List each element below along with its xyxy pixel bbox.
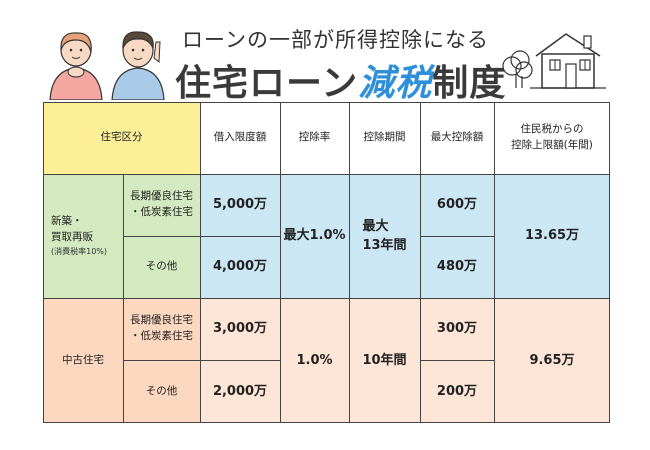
- new-period-line2: 13年間: [362, 238, 407, 253]
- new-resident: 13.65万: [524, 228, 580, 244]
- grid-line: [420, 102, 421, 423]
- new-max1: 600万: [436, 197, 478, 213]
- new-label-line2: 買取再販: [51, 231, 93, 243]
- grid-line: [280, 102, 281, 423]
- new-max2: 480万: [436, 259, 478, 275]
- new-limit2: 4,000万: [212, 259, 268, 275]
- grid-line: [420, 360, 494, 361]
- new-label-cell: 新築・ 買取再販 (消費税率10%): [43, 174, 123, 298]
- new-sub2: その他: [145, 260, 178, 273]
- title-part2: 制度: [432, 63, 507, 104]
- header-subtitle: ローンの一部が所得控除になる: [182, 28, 489, 52]
- grid-line: [43, 102, 44, 423]
- house-illustration: [502, 33, 606, 89]
- new-period: 最大 13年間: [349, 174, 420, 298]
- grid-line: [609, 102, 610, 423]
- header: ローンの一部が所得控除になる 住宅ローン減税制度: [0, 0, 650, 104]
- header-max-deduction: 最大控除額: [430, 131, 484, 144]
- grid-line: [43, 174, 610, 175]
- new-sub1: 長期優良住宅 ・低炭素住宅: [123, 174, 200, 236]
- used-period: 10年間: [362, 352, 407, 368]
- used-resident: 9.65万: [529, 352, 575, 368]
- used-max1: 300万: [436, 321, 478, 337]
- new-label-note: (消費税率10%): [51, 246, 108, 256]
- header-row-bg: [200, 102, 610, 174]
- grid-line: [123, 236, 280, 237]
- header-resident-line2: 控除上限額(年間): [511, 139, 593, 151]
- new-sub1-line1: 長期優良住宅: [130, 190, 193, 203]
- deduction-table: 住宅区分 新築・ 買取再販 (消費税率10%) 借入限度額 控除率 控除期間 最…: [43, 102, 610, 423]
- header-borrow-limit: 借入限度額: [213, 131, 267, 144]
- grid-line: [123, 174, 124, 423]
- used-sub2: その他: [145, 384, 178, 397]
- used-limit1: 3,000万: [212, 321, 268, 337]
- header-title: 住宅ローン減税制度: [175, 54, 506, 106]
- people-illustration: [49, 31, 165, 100]
- used-sub1: 長期優良住宅 ・低炭素住宅: [123, 298, 200, 360]
- new-limit1: 5,000万: [212, 197, 268, 213]
- grid-line: [494, 102, 495, 423]
- new-label-line1: 新築・: [51, 215, 83, 228]
- grid-line: [200, 102, 201, 423]
- header-rate: 控除率: [298, 131, 331, 144]
- grid-line: [123, 360, 280, 361]
- header-category-cell: 住宅区分: [43, 102, 200, 174]
- grid-line: [420, 236, 494, 237]
- used-limit2: 2,000万: [212, 383, 268, 399]
- header-period: 控除期間: [363, 131, 406, 144]
- grid-line: [43, 422, 610, 423]
- used-sub1-line1: 長期優良住宅: [130, 314, 193, 327]
- used-max2: 200万: [436, 383, 478, 399]
- new-rate: 最大1.0%: [283, 228, 346, 244]
- title-part1: 住宅ローン: [175, 63, 359, 104]
- used-label: 中古住宅: [62, 353, 104, 366]
- new-sub1-line2: ・低炭素住宅: [130, 206, 193, 218]
- header-resident-tax: 住民税からの 控除上限額(年間): [494, 102, 610, 174]
- used-rate: 1.0%: [296, 352, 333, 368]
- grid-line: [349, 102, 350, 423]
- grid-line: [43, 102, 610, 103]
- header-resident-line1: 住民税からの: [520, 123, 584, 136]
- header-category: 住宅区分: [100, 131, 143, 144]
- new-period-line1: 最大: [362, 218, 389, 234]
- used-sub1-line2: ・低炭素住宅: [130, 330, 193, 342]
- grid-line: [43, 298, 610, 299]
- title-highlight: 減税: [358, 63, 433, 104]
